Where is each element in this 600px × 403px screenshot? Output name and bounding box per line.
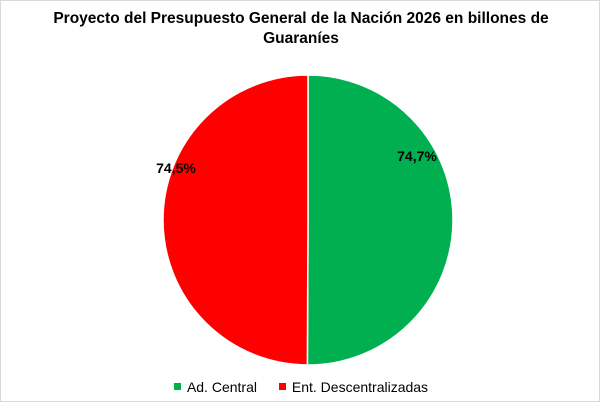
chart-title: Proyecto del Presupuesto General de la N…: [53, 10, 549, 47]
legend-swatch-ad-central: [173, 383, 181, 390]
pie-slice-ad-central: [306, 74, 454, 366]
legend-swatch-ent-descentralizadas: [278, 383, 286, 390]
legend-label-ent-descentralizadas: Ent. Descentralizadas: [291, 378, 429, 395]
legend-label-ad-central: Ad. Central: [186, 378, 257, 395]
legend: Ad. Central Ent. Descentralizadas: [1, 377, 600, 395]
data-label-ent-descentralizadas: 74,5%: [156, 160, 196, 176]
pie-slice-ent-descentralizadas: [162, 74, 309, 366]
data-label-ad-central: 74,7%: [397, 148, 437, 164]
legend-item-ad-central: Ad. Central: [173, 378, 257, 395]
legend-item-ent-descentralizadas: Ent. Descentralizadas: [278, 378, 429, 395]
